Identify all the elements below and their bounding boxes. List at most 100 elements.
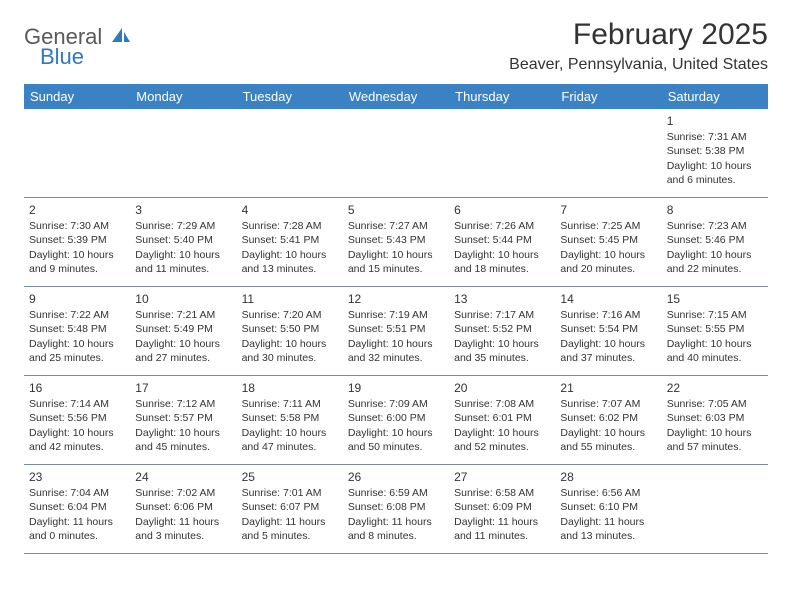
daylight-line: Daylight: 11 hours and 11 minutes.: [454, 515, 550, 543]
day-number: 17: [135, 380, 231, 396]
daylight-line: Daylight: 10 hours and 25 minutes.: [29, 337, 125, 365]
title-block: February 2025 Beaver, Pennsylvania, Unit…: [509, 18, 768, 74]
sunset-line: Sunset: 5:41 PM: [242, 233, 338, 247]
calendar: Sunday Monday Tuesday Wednesday Thursday…: [24, 84, 768, 554]
daylight-line: Daylight: 10 hours and 6 minutes.: [667, 159, 763, 187]
sunrise-line: Sunrise: 7:08 AM: [454, 397, 550, 411]
month-title: February 2025: [509, 18, 768, 52]
day-number: 27: [454, 469, 550, 485]
day-number: 18: [242, 380, 338, 396]
daylight-line: Daylight: 10 hours and 57 minutes.: [667, 426, 763, 454]
sunrise-line: Sunrise: 7:04 AM: [29, 486, 125, 500]
day-number: 12: [348, 291, 444, 307]
day-number: 9: [29, 291, 125, 307]
sunset-line: Sunset: 6:10 PM: [560, 500, 656, 514]
calendar-row: 9Sunrise: 7:22 AMSunset: 5:48 PMDaylight…: [24, 287, 768, 376]
day-cell: 13Sunrise: 7:17 AMSunset: 5:52 PMDayligh…: [449, 287, 555, 375]
day-cell: 23Sunrise: 7:04 AMSunset: 6:04 PMDayligh…: [24, 465, 130, 553]
empty-cell: [130, 109, 236, 197]
daylight-line: Daylight: 10 hours and 11 minutes.: [135, 248, 231, 276]
sunset-line: Sunset: 5:44 PM: [454, 233, 550, 247]
day-cell: 20Sunrise: 7:08 AMSunset: 6:01 PMDayligh…: [449, 376, 555, 464]
daylight-line: Daylight: 10 hours and 35 minutes.: [454, 337, 550, 365]
daylight-line: Daylight: 11 hours and 13 minutes.: [560, 515, 656, 543]
day-number: 21: [560, 380, 656, 396]
daylight-line: Daylight: 10 hours and 45 minutes.: [135, 426, 231, 454]
day-cell: 5Sunrise: 7:27 AMSunset: 5:43 PMDaylight…: [343, 198, 449, 286]
sunrise-line: Sunrise: 7:14 AM: [29, 397, 125, 411]
sunset-line: Sunset: 5:48 PM: [29, 322, 125, 336]
sunrise-line: Sunrise: 7:30 AM: [29, 219, 125, 233]
day-number: 15: [667, 291, 763, 307]
sunrise-line: Sunrise: 7:22 AM: [29, 308, 125, 322]
sunrise-line: Sunrise: 7:26 AM: [454, 219, 550, 233]
day-cell: 11Sunrise: 7:20 AMSunset: 5:50 PMDayligh…: [237, 287, 343, 375]
day-number: 22: [667, 380, 763, 396]
day-number: 28: [560, 469, 656, 485]
day-cell: 6Sunrise: 7:26 AMSunset: 5:44 PMDaylight…: [449, 198, 555, 286]
sunset-line: Sunset: 5:52 PM: [454, 322, 550, 336]
empty-cell: [662, 465, 768, 553]
day-cell: 19Sunrise: 7:09 AMSunset: 6:00 PMDayligh…: [343, 376, 449, 464]
sunrise-line: Sunrise: 7:11 AM: [242, 397, 338, 411]
day-cell: 25Sunrise: 7:01 AMSunset: 6:07 PMDayligh…: [237, 465, 343, 553]
day-cell: 26Sunrise: 6:59 AMSunset: 6:08 PMDayligh…: [343, 465, 449, 553]
sunrise-line: Sunrise: 7:25 AM: [560, 219, 656, 233]
daylight-line: Daylight: 10 hours and 20 minutes.: [560, 248, 656, 276]
empty-cell: [555, 109, 661, 197]
day-number: 7: [560, 202, 656, 218]
sunrise-line: Sunrise: 7:31 AM: [667, 130, 763, 144]
sunset-line: Sunset: 6:06 PM: [135, 500, 231, 514]
sunset-line: Sunset: 6:04 PM: [29, 500, 125, 514]
day-cell: 24Sunrise: 7:02 AMSunset: 6:06 PMDayligh…: [130, 465, 236, 553]
calendar-row: 1Sunrise: 7:31 AMSunset: 5:38 PMDaylight…: [24, 109, 768, 198]
sunset-line: Sunset: 5:56 PM: [29, 411, 125, 425]
sunrise-line: Sunrise: 6:59 AM: [348, 486, 444, 500]
logo: General Blue: [24, 24, 132, 68]
day-cell: 3Sunrise: 7:29 AMSunset: 5:40 PMDaylight…: [130, 198, 236, 286]
sunrise-line: Sunrise: 7:20 AM: [242, 308, 338, 322]
sunset-line: Sunset: 5:57 PM: [135, 411, 231, 425]
calendar-row: 16Sunrise: 7:14 AMSunset: 5:56 PMDayligh…: [24, 376, 768, 465]
logo-text: General Blue: [24, 24, 132, 68]
day-number: 11: [242, 291, 338, 307]
sunset-line: Sunset: 6:02 PM: [560, 411, 656, 425]
empty-cell: [237, 109, 343, 197]
day-cell: 22Sunrise: 7:05 AMSunset: 6:03 PMDayligh…: [662, 376, 768, 464]
weekday-header: Thursday: [449, 84, 555, 109]
sunset-line: Sunset: 5:39 PM: [29, 233, 125, 247]
daylight-line: Daylight: 11 hours and 8 minutes.: [348, 515, 444, 543]
day-number: 14: [560, 291, 656, 307]
day-number: 13: [454, 291, 550, 307]
daylight-line: Daylight: 10 hours and 13 minutes.: [242, 248, 338, 276]
day-number: 25: [242, 469, 338, 485]
day-number: 23: [29, 469, 125, 485]
calendar-header-row: Sunday Monday Tuesday Wednesday Thursday…: [24, 84, 768, 109]
day-cell: 27Sunrise: 6:58 AMSunset: 6:09 PMDayligh…: [449, 465, 555, 553]
empty-cell: [449, 109, 555, 197]
day-cell: 9Sunrise: 7:22 AMSunset: 5:48 PMDaylight…: [24, 287, 130, 375]
day-cell: 10Sunrise: 7:21 AMSunset: 5:49 PMDayligh…: [130, 287, 236, 375]
sunrise-line: Sunrise: 7:17 AM: [454, 308, 550, 322]
daylight-line: Daylight: 10 hours and 55 minutes.: [560, 426, 656, 454]
day-number: 10: [135, 291, 231, 307]
weekday-header: Monday: [130, 84, 236, 109]
sunset-line: Sunset: 5:55 PM: [667, 322, 763, 336]
sunrise-line: Sunrise: 7:28 AM: [242, 219, 338, 233]
sunrise-line: Sunrise: 7:21 AM: [135, 308, 231, 322]
sunrise-line: Sunrise: 7:02 AM: [135, 486, 231, 500]
sunrise-line: Sunrise: 7:19 AM: [348, 308, 444, 322]
day-cell: 21Sunrise: 7:07 AMSunset: 6:02 PMDayligh…: [555, 376, 661, 464]
sunrise-line: Sunrise: 7:12 AM: [135, 397, 231, 411]
daylight-line: Daylight: 10 hours and 50 minutes.: [348, 426, 444, 454]
header: General Blue February 2025 Beaver, Penns…: [24, 18, 768, 74]
daylight-line: Daylight: 10 hours and 9 minutes.: [29, 248, 125, 276]
day-cell: 1Sunrise: 7:31 AMSunset: 5:38 PMDaylight…: [662, 109, 768, 197]
sunset-line: Sunset: 5:49 PM: [135, 322, 231, 336]
calendar-row: 2Sunrise: 7:30 AMSunset: 5:39 PMDaylight…: [24, 198, 768, 287]
sunset-line: Sunset: 5:45 PM: [560, 233, 656, 247]
sunset-line: Sunset: 5:46 PM: [667, 233, 763, 247]
sunset-line: Sunset: 6:03 PM: [667, 411, 763, 425]
sunrise-line: Sunrise: 7:16 AM: [560, 308, 656, 322]
calendar-page: General Blue February 2025 Beaver, Penns…: [0, 0, 792, 572]
